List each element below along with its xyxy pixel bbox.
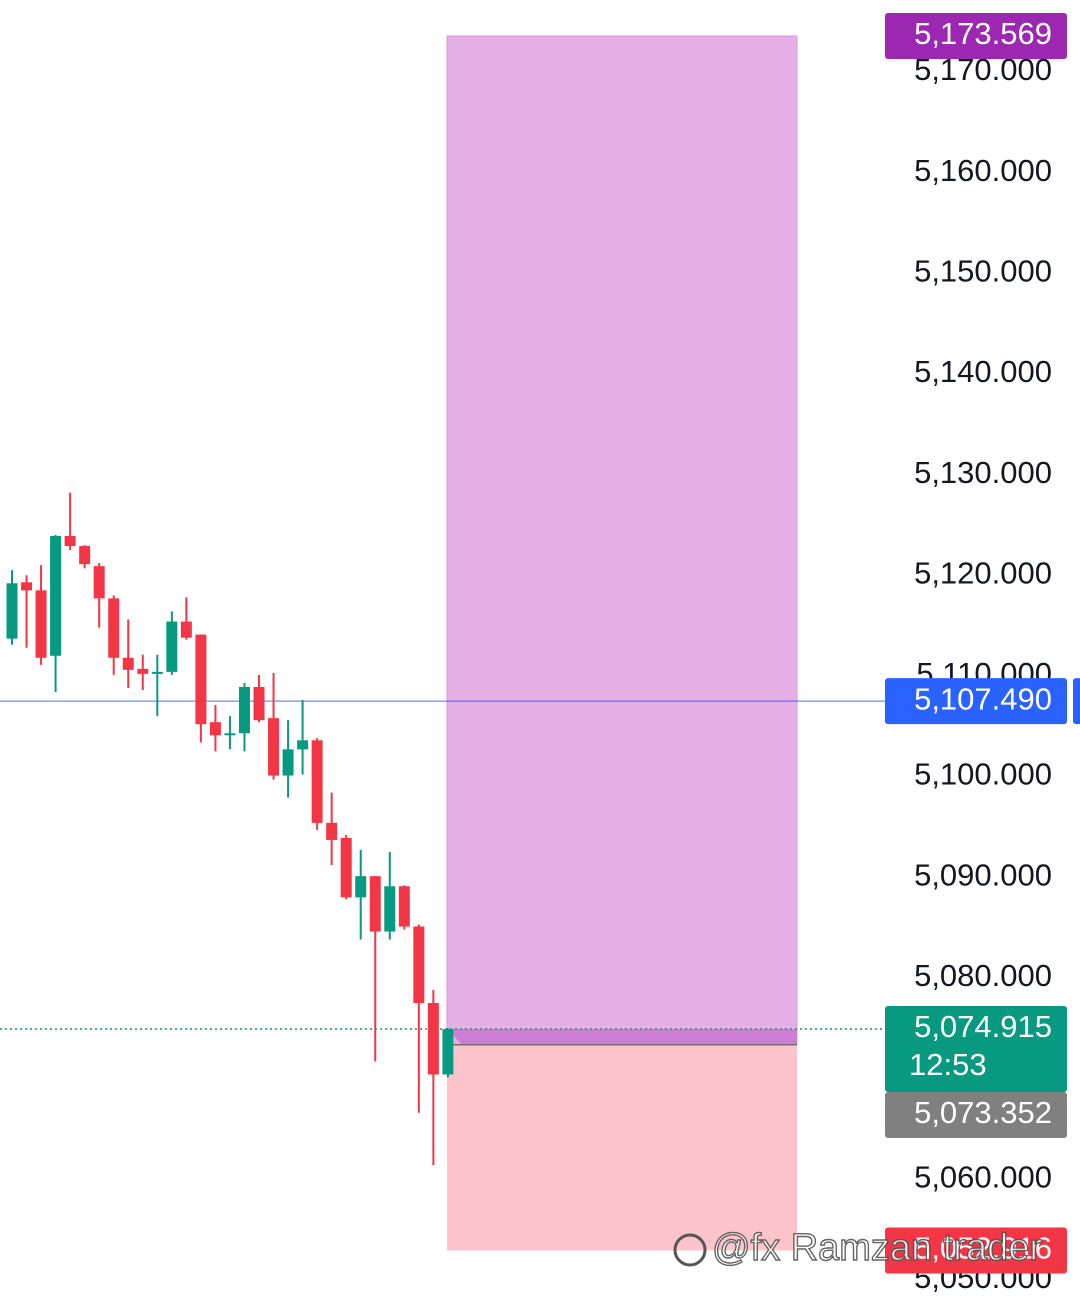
candle-body (369, 876, 381, 932)
candle-body (122, 657, 134, 670)
y-tick-label: 5,130.000 (914, 455, 1052, 490)
y-tick-label: 5,120.000 (914, 555, 1052, 590)
price-label-box (885, 1006, 1067, 1093)
candle-body (282, 749, 294, 776)
candle-body (238, 686, 250, 734)
candle-body (6, 583, 18, 639)
price-label-box (885, 1092, 1067, 1139)
candle-body (137, 668, 149, 674)
watermark: @fx Ramzan trader (673, 1226, 1043, 1270)
countdown-label: 12:53 (909, 1047, 987, 1082)
candle-body (340, 837, 352, 898)
candle-body (64, 535, 76, 547)
candle-body (253, 686, 265, 721)
price-label-box (885, 678, 1067, 725)
price-label-box (885, 13, 1067, 60)
candle-body (224, 733, 236, 736)
y-tick-label: 5,060.000 (914, 1159, 1052, 1194)
candle-body (151, 671, 163, 674)
candle-body (21, 582, 33, 591)
candle-body (209, 722, 221, 736)
candle-body (93, 566, 105, 599)
y-tick-label: 5,080.000 (914, 958, 1052, 993)
candle-body (79, 546, 91, 565)
candle-body (355, 876, 367, 898)
y-tick-label: 5,150.000 (914, 253, 1052, 288)
price-label: 5,073.352 (914, 1095, 1052, 1130)
candle-body (384, 886, 396, 932)
price-line-tab (1073, 678, 1080, 725)
price-label: 5,173.569 (914, 16, 1052, 51)
candle-body (195, 634, 207, 725)
candle-body (398, 886, 410, 927)
candle-body (413, 926, 425, 1004)
candle-body (268, 718, 280, 776)
price-label: 5,074.915 (914, 1009, 1052, 1044)
candle-body (50, 535, 62, 656)
candle-body (297, 740, 309, 750)
candle-body (427, 1003, 439, 1075)
loss-zone (447, 1044, 797, 1251)
y-tick-label: 5,160.000 (914, 153, 1052, 188)
candle-body (35, 590, 47, 658)
candle-body (326, 822, 338, 840)
y-tick-label: 5,100.000 (914, 757, 1052, 792)
candle-body (311, 740, 323, 823)
price-label: 5,052.916 (914, 1231, 1052, 1266)
y-tick-label: 5,090.000 (914, 857, 1052, 892)
candle-body (166, 621, 178, 672)
price-label-box (885, 1227, 1067, 1274)
y-tick-label: 5,140.000 (914, 354, 1052, 389)
open-pnl-zone (447, 1029, 797, 1045)
candle-body (180, 621, 192, 638)
watermark-text: @fx Ramzan trader (712, 1227, 1042, 1269)
price-label: 5,107.490 (914, 681, 1052, 716)
profit-zone (446, 35, 798, 1046)
candle-body (442, 1029, 454, 1075)
watermark-icon (673, 1233, 707, 1267)
candle-body (108, 598, 120, 658)
